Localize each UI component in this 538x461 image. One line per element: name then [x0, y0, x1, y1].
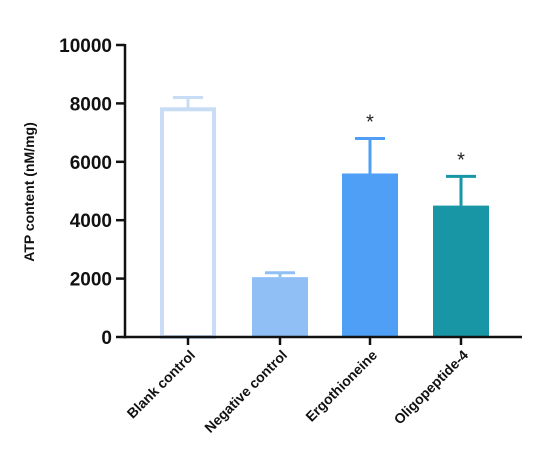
y-tick-label-5: 10000: [59, 36, 112, 57]
y-tick-label-2: 4000: [70, 211, 112, 232]
x-tick-label-2: Ergothioneine: [302, 347, 380, 425]
y-tick-label-1: 2000: [70, 270, 112, 291]
y-tick-label-4: 8000: [70, 94, 112, 115]
bar-2: [342, 173, 398, 337]
bar-3: [433, 205, 489, 337]
y-tick-label-0: 0: [101, 328, 112, 349]
x-tick-label-0: Blank control: [124, 347, 199, 422]
x-tick-label-3: Oligopeptide-4: [391, 347, 472, 428]
y-tick-label-3: 6000: [70, 153, 112, 174]
bars-layer: **: [160, 96, 489, 339]
x-tick-label-1: Negative control: [201, 347, 290, 436]
significance-marker-2: *: [366, 111, 374, 133]
bar-1: [252, 277, 308, 337]
significance-marker-3: *: [457, 149, 465, 171]
bar-0: [160, 107, 216, 339]
y-axis-label: ATP content (nM/mg): [21, 122, 37, 261]
